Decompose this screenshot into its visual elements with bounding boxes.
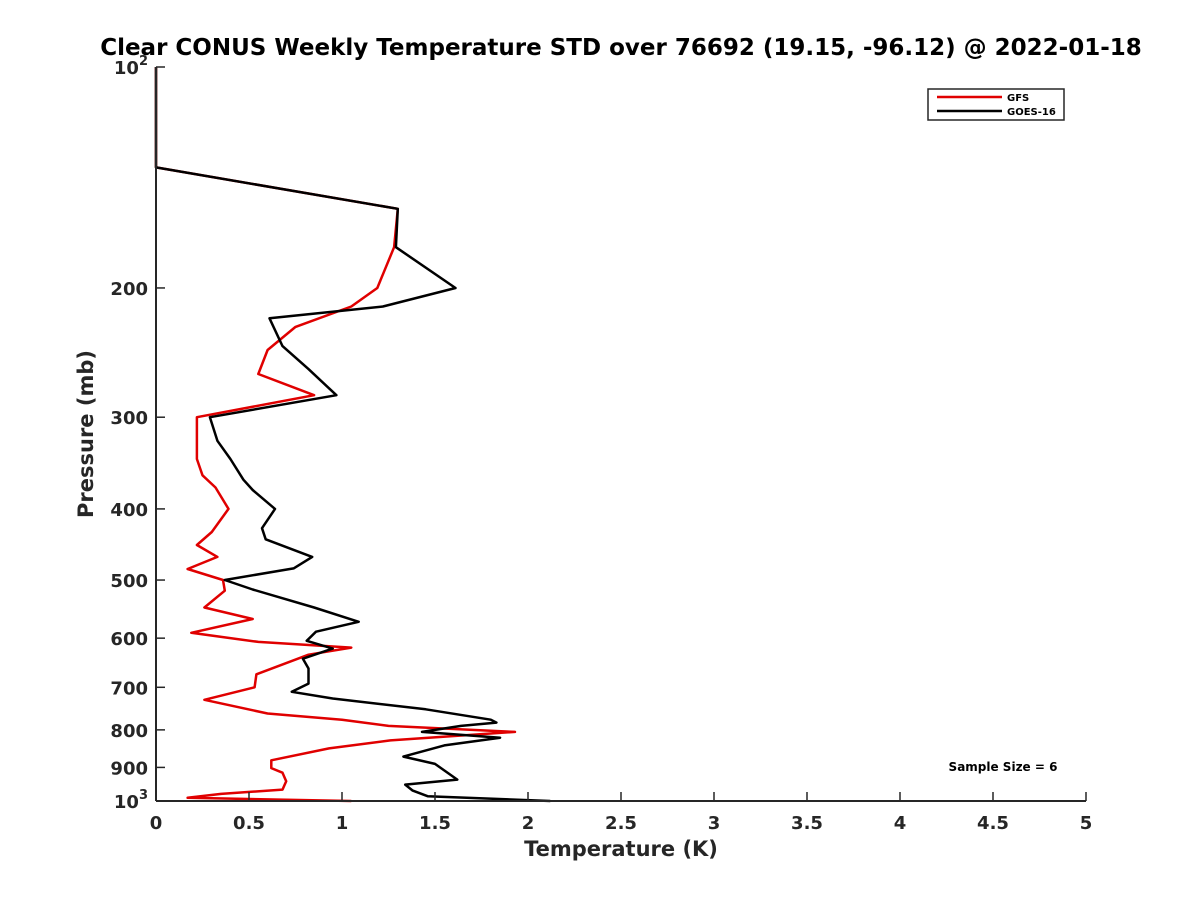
y-tick-label: 700	[110, 678, 148, 699]
x-ticks: 0 0.5 1 1.5 2 2.5 3 3.5 4 4.5 5	[150, 792, 1093, 834]
y-tick-label: 900	[110, 758, 148, 779]
x-tick-label: 4	[894, 813, 907, 834]
y-tick-label: 600	[110, 629, 148, 650]
legend: GFS GOES-16	[927, 88, 1065, 121]
y-tick-label: 300	[110, 408, 148, 429]
x-tick-label: 2.5	[605, 813, 637, 834]
x-tick-label: 5	[1080, 813, 1093, 834]
series-line-gfs	[154, 67, 517, 803]
x-tick-label: 3.5	[791, 813, 823, 834]
y-tick-label: 500	[110, 571, 148, 592]
x-axis-label: Temperature (K)	[524, 837, 718, 861]
sample-size-annotation: Sample Size = 6	[949, 760, 1058, 774]
legend-label-gfs: GFS	[1007, 93, 1029, 104]
x-tick-label: 1.5	[419, 813, 451, 834]
x-tick-label: 2	[522, 813, 535, 834]
legend-label-goes16: GOES-16	[1007, 107, 1056, 118]
y-tick-label: 103	[114, 788, 148, 813]
y-ticks: 102 200 300 400 500 600 700 800 900 103	[110, 54, 165, 813]
y-tick-label: 800	[110, 721, 148, 742]
x-tick-label: 0.5	[233, 813, 265, 834]
chart-title: Clear CONUS Weekly Temperature STD over …	[100, 35, 1142, 61]
x-tick-label: 3	[708, 813, 721, 834]
x-tick-label: 4.5	[977, 813, 1009, 834]
y-axis-label: Pressure (mb)	[74, 350, 98, 518]
y-tick-label: 102	[114, 54, 148, 79]
series-layer	[154, 67, 551, 803]
y-tick-label: 400	[110, 500, 148, 521]
y-tick-label: 200	[110, 279, 148, 300]
legend-box	[927, 88, 1065, 121]
series-line-goes-16	[154, 67, 551, 803]
x-tick-label: 1	[336, 813, 349, 834]
x-tick-label: 0	[150, 813, 163, 834]
